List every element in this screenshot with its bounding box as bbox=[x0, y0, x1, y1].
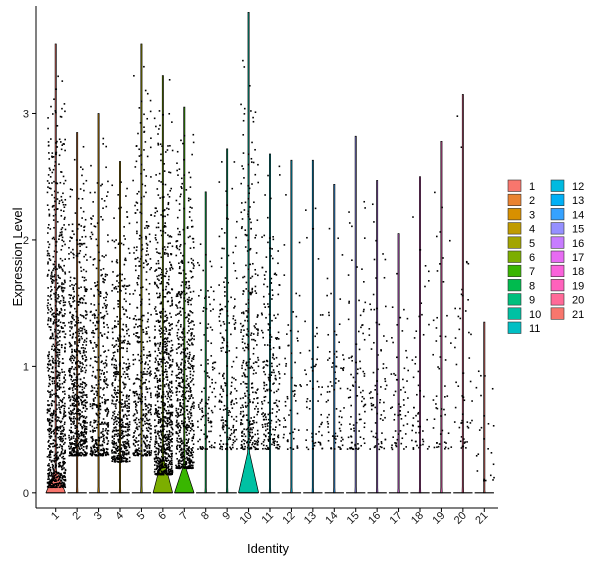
legend-label: 10 bbox=[529, 309, 541, 321]
legend-label: 3 bbox=[529, 209, 535, 221]
legend-label: 4 bbox=[529, 224, 535, 236]
violin-cluster-8 bbox=[205, 192, 207, 493]
legend-label: 8 bbox=[529, 280, 535, 292]
legend-swatch bbox=[551, 180, 564, 192]
x-tick-label: 16 bbox=[366, 510, 383, 527]
legend-swatch bbox=[508, 308, 521, 320]
violin-cluster-11 bbox=[269, 154, 271, 493]
legend-label: 13 bbox=[572, 195, 584, 207]
legend-swatch bbox=[508, 223, 521, 235]
x-tick-label: 20 bbox=[452, 510, 469, 527]
legend-label: 2 bbox=[529, 195, 535, 207]
legend-label: 17 bbox=[572, 252, 584, 264]
x-tick-label: 18 bbox=[409, 510, 426, 527]
violin-cluster-5 bbox=[141, 44, 143, 493]
legend-swatch bbox=[508, 208, 521, 220]
x-tick-label: 21 bbox=[473, 510, 490, 527]
x-tick-label: 17 bbox=[388, 510, 405, 527]
legend-swatch bbox=[551, 251, 564, 263]
legend-label: 6 bbox=[529, 252, 535, 264]
legend-swatch bbox=[551, 208, 564, 220]
violin-cluster-17 bbox=[398, 234, 400, 493]
legend-swatch bbox=[508, 322, 521, 334]
legend-label: 11 bbox=[529, 323, 540, 335]
legend-label: 18 bbox=[572, 266, 584, 278]
legend-label: 21 bbox=[572, 309, 584, 321]
y-tick-label: 1 bbox=[23, 361, 29, 373]
legend-label: 1 bbox=[529, 181, 535, 193]
y-axis-title: Expression Level bbox=[10, 207, 25, 306]
x-tick-label: 12 bbox=[280, 510, 297, 527]
legend-label: 9 bbox=[529, 295, 535, 307]
legend-swatch bbox=[508, 194, 521, 206]
points-cluster-8 bbox=[197, 243, 216, 450]
legend-label: 7 bbox=[529, 266, 535, 278]
y-tick-label: 3 bbox=[23, 108, 29, 120]
violin-cluster-19 bbox=[441, 141, 443, 493]
legend-label: 20 bbox=[572, 295, 584, 307]
legend-swatch bbox=[508, 237, 521, 249]
x-tick-label: 11 bbox=[260, 510, 277, 527]
legend-swatch bbox=[551, 223, 564, 235]
violin-cluster-15 bbox=[355, 136, 357, 493]
violin-cluster-2 bbox=[76, 132, 78, 492]
legend-swatch bbox=[508, 265, 521, 277]
legend-swatch bbox=[508, 180, 521, 192]
x-tick-label: 10 bbox=[238, 510, 255, 527]
legend-swatch bbox=[508, 251, 521, 263]
legend-swatch bbox=[508, 294, 521, 306]
legend-swatch bbox=[551, 237, 564, 249]
legend-label: 5 bbox=[529, 238, 535, 250]
violin-cluster-16 bbox=[376, 181, 378, 493]
violin-cluster-3 bbox=[98, 113, 100, 492]
x-tick-label: 14 bbox=[323, 510, 340, 527]
legend-label: 14 bbox=[572, 209, 584, 221]
points-cluster-10 bbox=[240, 60, 259, 450]
legend-label: 19 bbox=[572, 280, 584, 292]
x-tick-label: 13 bbox=[302, 510, 319, 527]
legend-label: 15 bbox=[572, 224, 584, 236]
x-tick-label: 15 bbox=[345, 510, 362, 527]
legend-label: 16 bbox=[572, 238, 584, 250]
legend-swatch bbox=[551, 194, 564, 206]
points-cluster-13 bbox=[304, 208, 323, 451]
legend-swatch bbox=[551, 308, 564, 320]
legend-label: 12 bbox=[572, 181, 584, 193]
violins-layer bbox=[46, 12, 494, 493]
y-tick-label: 0 bbox=[23, 488, 29, 500]
x-axis-title: Identity bbox=[247, 541, 289, 556]
x-tick-label: 19 bbox=[430, 510, 447, 527]
legend-swatch bbox=[551, 294, 564, 306]
legend-swatch bbox=[551, 265, 564, 277]
points-cluster-14 bbox=[326, 228, 345, 450]
legend-swatch bbox=[508, 279, 521, 291]
violin-cluster-9 bbox=[226, 149, 228, 493]
legend-swatch bbox=[551, 279, 564, 291]
violin-cluster-12 bbox=[291, 160, 293, 493]
violin-cluster-14 bbox=[333, 184, 335, 493]
violin-cluster-21 bbox=[483, 322, 485, 493]
